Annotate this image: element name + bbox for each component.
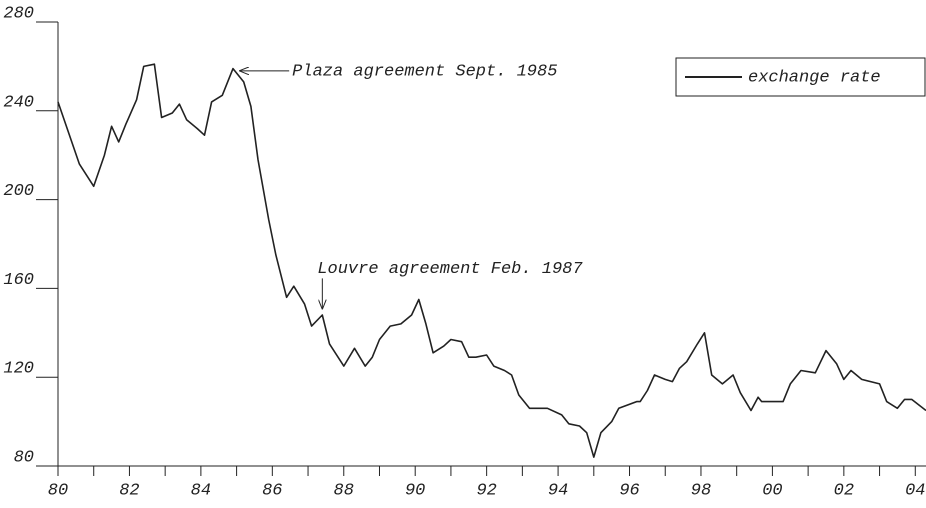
x-tick-label: 80 bbox=[48, 481, 68, 500]
y-tick-label: 120 bbox=[3, 360, 34, 379]
x-tick-label: 98 bbox=[691, 481, 711, 500]
x-tick-label: 92 bbox=[476, 481, 496, 500]
y-tick-label: 160 bbox=[3, 271, 34, 290]
x-tick-label: 90 bbox=[405, 481, 425, 500]
x-tick-label: 84 bbox=[191, 481, 211, 500]
x-tick-label: 00 bbox=[762, 481, 782, 500]
x-tick-label: 94 bbox=[548, 481, 568, 500]
annotation: Plaza agreement Sept. 1985 bbox=[292, 62, 557, 81]
y-tick-label: 280 bbox=[3, 4, 34, 23]
x-tick-label: 88 bbox=[334, 481, 354, 500]
y-tick-label: 240 bbox=[3, 93, 34, 112]
x-tick-label: 04 bbox=[905, 481, 925, 500]
legend-label: exchange rate bbox=[748, 68, 881, 87]
series-line bbox=[57, 63, 926, 458]
y-tick-label: 80 bbox=[14, 448, 34, 467]
x-tick-label: 02 bbox=[834, 481, 854, 500]
x-tick-label: 96 bbox=[619, 481, 639, 500]
y-tick-label: 200 bbox=[3, 182, 34, 201]
x-tick-label: 86 bbox=[262, 481, 282, 500]
x-tick-label: 82 bbox=[119, 481, 139, 500]
annotation: Louvre agreement Feb. 1987 bbox=[317, 260, 583, 279]
